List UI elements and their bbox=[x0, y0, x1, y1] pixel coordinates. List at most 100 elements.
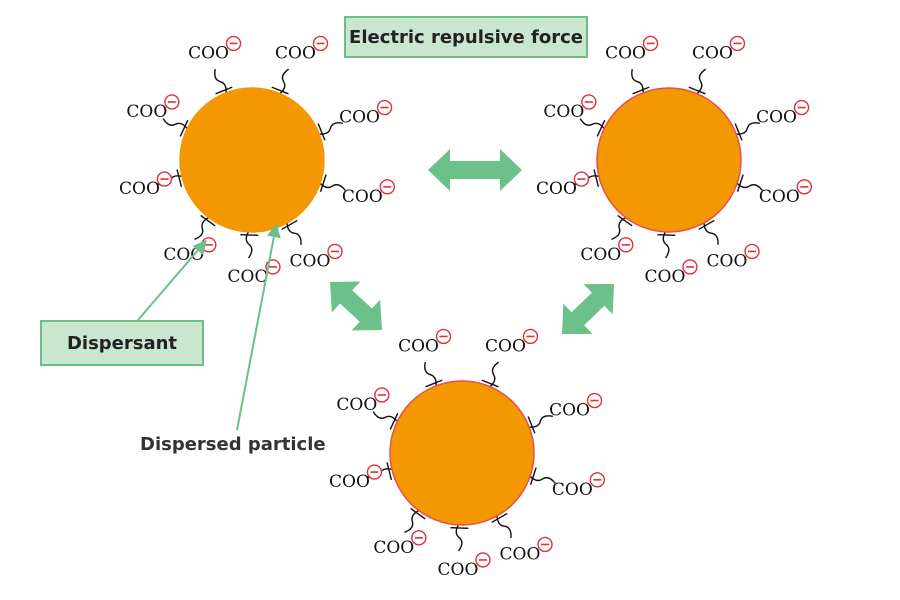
carboxylate-group: COO bbox=[119, 171, 173, 199]
coo-label: COO bbox=[398, 336, 439, 356]
negative-charge-icon bbox=[586, 392, 603, 409]
carboxylate-group: COO bbox=[549, 392, 603, 421]
dispersant-anchor bbox=[632, 86, 650, 95]
dispersant-anchor bbox=[698, 219, 715, 231]
coo-label: COO bbox=[290, 251, 331, 271]
dispersant-anchor bbox=[281, 219, 298, 231]
dispersed-particle-label: Dispersed particle bbox=[140, 434, 326, 455]
coo-label: COO bbox=[275, 43, 316, 63]
coo-label: COO bbox=[552, 480, 593, 500]
coo-label: COO bbox=[759, 187, 800, 207]
carboxylate-group: COO bbox=[339, 99, 393, 128]
coo-label: COO bbox=[339, 108, 380, 128]
negative-charge-icon bbox=[312, 35, 329, 52]
carboxylate-group: COO bbox=[543, 94, 597, 122]
dispersant-anchor bbox=[386, 462, 393, 481]
negative-charge-icon bbox=[379, 179, 396, 195]
coo-label: COO bbox=[692, 43, 733, 63]
dispersant-anchor bbox=[734, 123, 743, 141]
carboxylate-group: COO bbox=[336, 387, 390, 415]
coo-label: COO bbox=[438, 560, 479, 580]
dispersant-anchor bbox=[271, 86, 289, 95]
negative-charge-icon bbox=[729, 35, 746, 52]
coo-label: COO bbox=[336, 395, 377, 415]
negative-charge-icon bbox=[618, 237, 634, 253]
negative-charge-icon bbox=[744, 243, 760, 260]
carboxylate-group: COO bbox=[228, 259, 281, 287]
repulsion-arrow-left-icon bbox=[330, 281, 382, 331]
dispersant-anchor bbox=[491, 512, 508, 524]
negative-charge-icon bbox=[376, 99, 393, 116]
dispersant-anchor bbox=[529, 467, 537, 485]
dispersant-anchor bbox=[450, 526, 469, 529]
coo-label: COO bbox=[756, 108, 797, 128]
carboxylate-group: COO bbox=[126, 94, 180, 122]
dispersant-chain bbox=[286, 220, 302, 245]
carboxylate-group: COO bbox=[645, 259, 698, 287]
electric-repulsive-force-label: Electric repulsive force bbox=[344, 16, 588, 58]
carboxylate-group: COO bbox=[342, 179, 396, 207]
negative-charge-icon bbox=[581, 94, 597, 110]
dispersant-label: Dispersant bbox=[40, 320, 204, 366]
coo-label: COO bbox=[549, 401, 590, 421]
negative-charge-icon bbox=[589, 472, 606, 488]
dispersant-anchor bbox=[596, 119, 606, 137]
negative-charge-icon bbox=[522, 328, 539, 345]
carboxylate-group: COO bbox=[759, 179, 813, 207]
dispersant-anchor bbox=[176, 169, 183, 188]
repulsion-arrow-right-icon bbox=[561, 284, 614, 335]
dispersant-anchor bbox=[657, 233, 676, 236]
dispersant-chain bbox=[662, 229, 670, 259]
coo-label: COO bbox=[126, 102, 167, 122]
negative-charge-icon bbox=[796, 179, 813, 195]
negative-charge-icon bbox=[475, 552, 491, 568]
dispersant-anchor bbox=[688, 86, 706, 95]
coo-label: COO bbox=[500, 544, 541, 564]
dispersant-chain bbox=[496, 513, 512, 538]
negative-charge-icon bbox=[327, 243, 343, 260]
carboxylate-group: COO bbox=[373, 530, 427, 558]
negative-charge-icon bbox=[156, 171, 173, 187]
negative-charge-icon bbox=[435, 328, 452, 345]
dispersant-pointer-arrow bbox=[137, 239, 207, 321]
coo-label: COO bbox=[342, 187, 383, 207]
negative-charge-icon bbox=[374, 387, 390, 403]
dispersant-anchor bbox=[317, 123, 326, 141]
carboxylate-group: COO bbox=[605, 35, 659, 63]
coo-label: COO bbox=[228, 267, 269, 287]
negative-charge-icon bbox=[642, 35, 659, 52]
carboxylate-group: COO bbox=[438, 552, 491, 580]
carboxylate-group: COO bbox=[756, 99, 810, 128]
dispersant-chain bbox=[245, 229, 253, 259]
carboxylate-group: COO bbox=[275, 35, 329, 63]
carboxylate-group: COO bbox=[188, 35, 242, 63]
coo-label: COO bbox=[119, 179, 160, 199]
coo-label: COO bbox=[485, 336, 526, 356]
dispersant-anchor bbox=[736, 174, 744, 192]
coo-label: COO bbox=[163, 245, 204, 265]
dispersant-anchor bbox=[617, 214, 633, 227]
carboxylate-group: COO bbox=[580, 237, 634, 265]
dispersed-particle-bottom bbox=[389, 380, 535, 526]
negative-charge-icon bbox=[201, 237, 217, 253]
dispersant-chain bbox=[194, 215, 212, 240]
carboxylate-group: COO bbox=[536, 171, 590, 199]
carboxylate-group: COO bbox=[692, 35, 746, 63]
negative-charge-icon bbox=[366, 464, 383, 480]
coo-label: COO bbox=[188, 43, 229, 63]
coo-label: COO bbox=[645, 267, 686, 287]
dispersed-particle-top-right bbox=[596, 87, 742, 233]
coo-label: COO bbox=[580, 245, 621, 265]
coo-label: COO bbox=[605, 43, 646, 63]
carboxylate-group: COO bbox=[485, 328, 539, 356]
dispersant-anchor bbox=[481, 379, 499, 388]
particle-pointer-arrow bbox=[236, 223, 281, 431]
negative-charge-icon bbox=[793, 99, 810, 116]
negative-charge-icon bbox=[537, 536, 553, 553]
negative-charge-icon bbox=[164, 94, 180, 110]
negative-charge-icon bbox=[411, 530, 427, 546]
carboxylate-group: COO bbox=[500, 536, 553, 564]
coo-label: COO bbox=[536, 179, 577, 199]
dispersant-anchor bbox=[179, 119, 189, 137]
